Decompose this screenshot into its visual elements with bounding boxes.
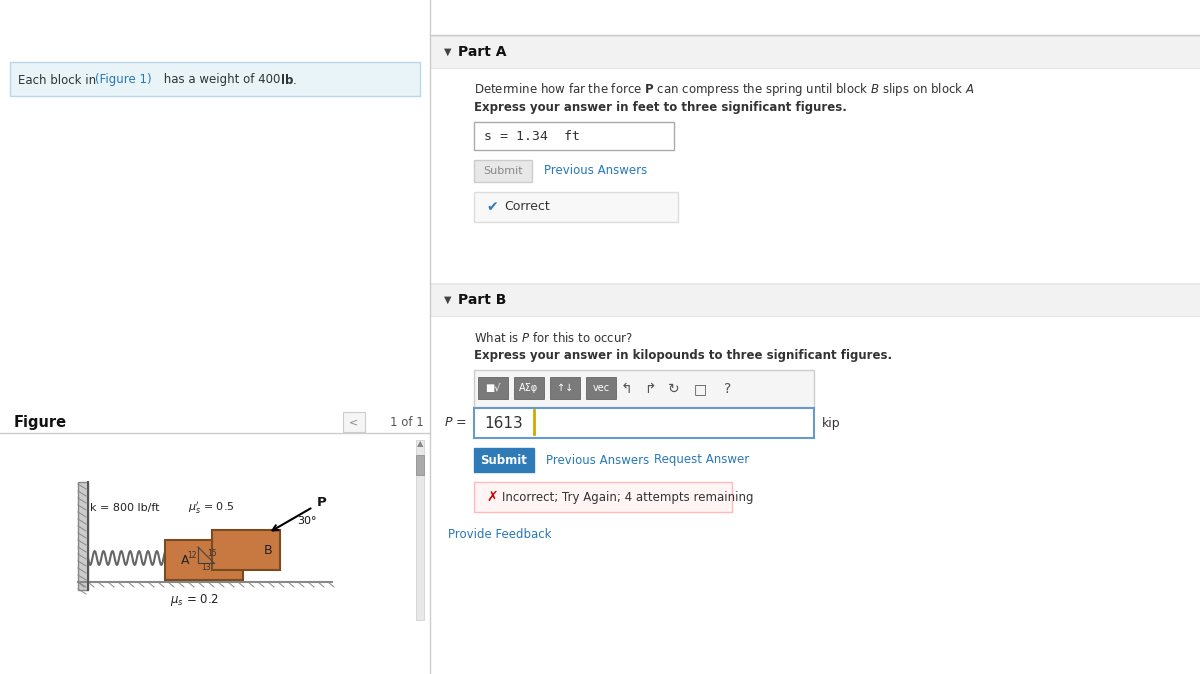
Text: Previous Answers: Previous Answers bbox=[544, 164, 647, 177]
Text: 1613: 1613 bbox=[484, 415, 523, 431]
Text: 13: 13 bbox=[202, 563, 211, 572]
Text: k = 800 lb/ft: k = 800 lb/ft bbox=[90, 503, 160, 513]
Text: ▲: ▲ bbox=[416, 439, 424, 448]
Bar bbox=[430, 316, 1200, 674]
Text: Provide Feedback: Provide Feedback bbox=[448, 528, 552, 541]
Text: ✗: ✗ bbox=[486, 490, 498, 504]
Bar bbox=[474, 448, 534, 472]
Text: Submit: Submit bbox=[484, 166, 523, 176]
Bar bbox=[166, 540, 242, 580]
Text: Part B: Part B bbox=[458, 293, 506, 307]
Text: What is $P$ for this to occur?: What is $P$ for this to occur? bbox=[474, 331, 632, 345]
Text: lb: lb bbox=[281, 73, 293, 86]
Bar bbox=[474, 370, 814, 408]
Bar bbox=[416, 455, 424, 475]
Text: Previous Answers: Previous Answers bbox=[546, 454, 649, 466]
Text: ▼: ▼ bbox=[444, 295, 451, 305]
Text: .: . bbox=[293, 73, 296, 86]
Text: □: □ bbox=[694, 382, 707, 396]
Text: AΣφ: AΣφ bbox=[520, 383, 539, 393]
Text: Submit: Submit bbox=[480, 454, 528, 466]
Text: 12: 12 bbox=[187, 551, 197, 559]
Text: ↻: ↻ bbox=[668, 382, 680, 396]
Bar bbox=[478, 377, 508, 399]
Bar bbox=[10, 62, 420, 96]
Bar bbox=[416, 440, 424, 620]
Text: 1 of 1: 1 of 1 bbox=[390, 415, 424, 429]
Text: B: B bbox=[264, 543, 272, 557]
Text: has a weight of 400: has a weight of 400 bbox=[160, 73, 284, 86]
Text: Correct: Correct bbox=[504, 200, 550, 214]
Text: Part A: Part A bbox=[458, 45, 506, 59]
Bar bbox=[343, 412, 365, 432]
Bar bbox=[474, 482, 732, 512]
Text: ?: ? bbox=[725, 382, 732, 396]
Text: ▼: ▼ bbox=[444, 47, 451, 57]
Text: Figure: Figure bbox=[14, 415, 67, 429]
Text: ↱: ↱ bbox=[644, 382, 656, 396]
Text: 15: 15 bbox=[208, 549, 217, 557]
Text: $P$ =: $P$ = bbox=[444, 417, 467, 429]
Bar bbox=[550, 377, 580, 399]
Text: Express your answer in kilopounds to three significant figures.: Express your answer in kilopounds to thr… bbox=[474, 350, 892, 363]
Bar bbox=[430, 284, 1200, 316]
Text: kip: kip bbox=[822, 417, 841, 429]
Bar bbox=[430, 68, 1200, 283]
Text: 30°: 30° bbox=[298, 516, 317, 526]
Text: P: P bbox=[317, 497, 326, 510]
Bar bbox=[430, 36, 1200, 68]
Bar bbox=[474, 160, 532, 182]
Bar bbox=[474, 122, 674, 150]
Text: ↰: ↰ bbox=[620, 382, 632, 396]
Text: s = 1.34  ft: s = 1.34 ft bbox=[484, 129, 580, 142]
Text: <: < bbox=[349, 417, 359, 427]
Text: ■√: ■√ bbox=[485, 383, 500, 393]
Bar bbox=[212, 530, 280, 570]
Text: Each block in: Each block in bbox=[18, 73, 100, 86]
Text: Express your answer in feet to three significant figures.: Express your answer in feet to three sig… bbox=[474, 102, 847, 115]
Bar bbox=[586, 377, 616, 399]
Text: ✔: ✔ bbox=[486, 200, 498, 214]
Text: A: A bbox=[181, 553, 190, 567]
Bar bbox=[474, 192, 678, 222]
Bar bbox=[474, 408, 814, 438]
Text: vec: vec bbox=[593, 383, 610, 393]
Text: Determine how far the force $\mathbf{P}$ can compress the spring until block $B$: Determine how far the force $\mathbf{P}$… bbox=[474, 82, 974, 98]
Text: $\mu_s'$ = 0.5: $\mu_s'$ = 0.5 bbox=[188, 500, 234, 516]
Text: (Figure 1): (Figure 1) bbox=[95, 73, 151, 86]
Bar bbox=[514, 377, 544, 399]
Text: ↑↓: ↑↓ bbox=[557, 383, 574, 393]
Text: Incorrect; Try Again; 4 attempts remaining: Incorrect; Try Again; 4 attempts remaini… bbox=[502, 491, 754, 503]
Bar bbox=[78, 482, 88, 590]
Text: Request Answer: Request Answer bbox=[654, 454, 749, 466]
Text: $\mu_s$ = 0.2: $\mu_s$ = 0.2 bbox=[169, 592, 218, 608]
